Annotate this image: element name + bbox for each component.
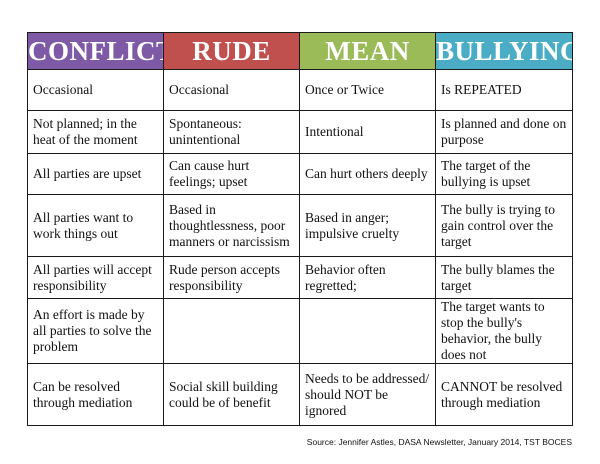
cell-rude: Rude person accepts responsibility — [163, 256, 300, 299]
table-row: All parties want to work things out Base… — [27, 194, 573, 257]
cell-conflict: Occasional — [27, 69, 164, 111]
table-row: Occasional Occasional Once or Twice Is R… — [27, 69, 573, 111]
table-row: All parties are upset Can cause hurt fee… — [27, 153, 573, 195]
cell-conflict: An effort is made by all parties to solv… — [27, 298, 164, 364]
cell-rude: Occasional — [163, 69, 300, 111]
cell-conflict: All parties will accept responsibility — [27, 256, 164, 299]
table-row: An effort is made by all parties to solv… — [27, 298, 573, 364]
cell-bullying: CANNOT be resolved through mediation — [435, 363, 573, 426]
cell-rude: Based in thoughtlessness, poor manners o… — [163, 194, 300, 257]
cell-bullying: Is REPEATED — [435, 69, 573, 111]
cell-rude — [163, 298, 300, 364]
cell-bullying: The bully is trying to gain control over… — [435, 194, 573, 257]
table-row: All parties will accept responsibility R… — [27, 256, 573, 299]
cell-conflict: All parties are upset — [27, 153, 164, 195]
cell-mean: Needs to be addressed/ should NOT be ign… — [299, 363, 436, 426]
cell-rude: Can cause hurt feelings; upset — [163, 153, 300, 195]
source-citation: Source: Jennifer Astles, DASA Newsletter… — [306, 437, 572, 447]
cell-rude: Social skill building could be of benefi… — [163, 363, 300, 426]
table-row: Can be resolved through mediation Social… — [27, 363, 573, 426]
header-bullying: BULLYING — [435, 32, 573, 70]
cell-bullying: The target wants to stop the bully's beh… — [435, 298, 573, 364]
table-row: Not planned; in the heat of the moment S… — [27, 110, 573, 154]
comparison-table: CONFLICT RUDE MEAN BULLYING Occasional O… — [27, 32, 573, 426]
cell-mean: Can hurt others deeply — [299, 153, 436, 195]
cell-rude: Spontaneous: unintentional — [163, 110, 300, 154]
cell-bullying: The target of the bullying is upset — [435, 153, 573, 195]
cell-mean: Once or Twice — [299, 69, 436, 111]
cell-mean: Intentional — [299, 110, 436, 154]
header-conflict: CONFLICT — [27, 32, 164, 70]
cell-mean: Behavior often regretted; — [299, 256, 436, 299]
cell-mean: Based in anger; impulsive cruelty — [299, 194, 436, 257]
cell-bullying: The bully blames the target — [435, 256, 573, 299]
cell-bullying: Is planned and done on purpose — [435, 110, 573, 154]
cell-conflict: All parties want to work things out — [27, 194, 164, 257]
header-row: CONFLICT RUDE MEAN BULLYING — [27, 32, 573, 70]
cell-mean — [299, 298, 436, 364]
cell-conflict: Can be resolved through mediation — [27, 363, 164, 426]
header-rude: RUDE — [163, 32, 300, 70]
header-mean: MEAN — [299, 32, 436, 70]
cell-conflict: Not planned; in the heat of the moment — [27, 110, 164, 154]
